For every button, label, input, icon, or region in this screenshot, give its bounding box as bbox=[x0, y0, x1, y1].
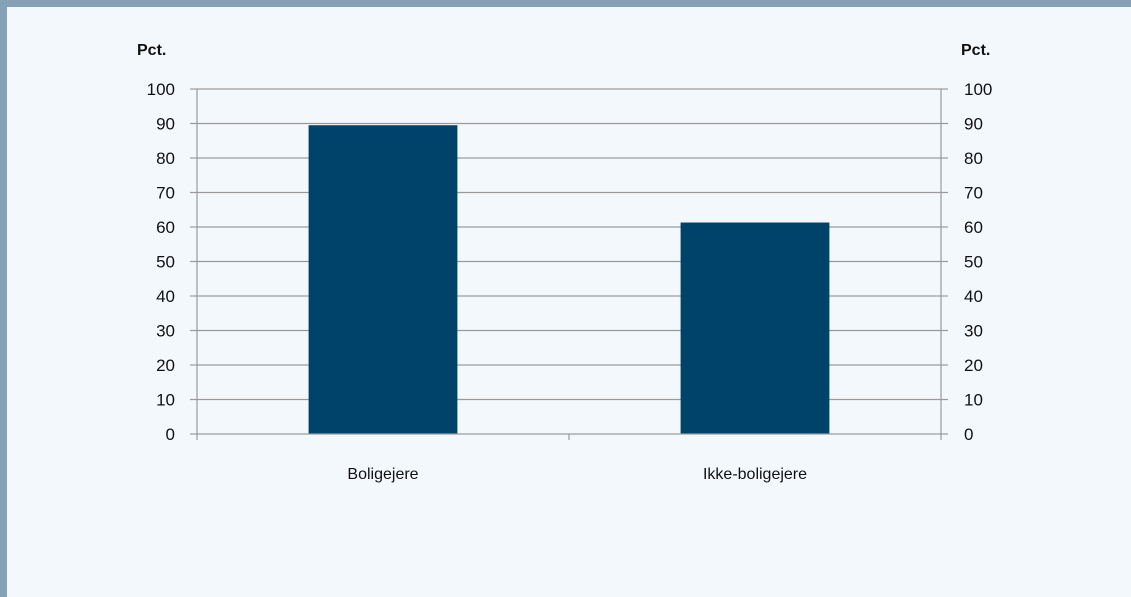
category-label: Ikke-boligejere bbox=[703, 466, 807, 483]
bar bbox=[308, 125, 458, 434]
bar bbox=[680, 222, 830, 434]
left-tick-label: 70 bbox=[156, 184, 175, 203]
left-tick-label: 90 bbox=[156, 115, 175, 134]
left-tick-label: 20 bbox=[156, 356, 175, 375]
left-tick-label: 40 bbox=[156, 287, 175, 306]
left-tick-label: 0 bbox=[166, 425, 175, 444]
bars bbox=[308, 125, 830, 434]
right-tick-label: 70 bbox=[964, 184, 983, 203]
right-tick-label: 10 bbox=[964, 391, 983, 410]
axes bbox=[190, 88, 948, 440]
right-axis-tick-labels: 0 10 20 30 40 50 60 70 80 90 100 bbox=[964, 80, 992, 444]
right-tick-label: 60 bbox=[964, 218, 983, 237]
left-tick-label: 10 bbox=[156, 391, 175, 410]
left-tick-label: 80 bbox=[156, 149, 175, 168]
category-labels: Boligejere Ikke-boligejere bbox=[347, 466, 807, 483]
right-tick-label: 80 bbox=[964, 149, 983, 168]
right-tick-label: 0 bbox=[964, 425, 973, 444]
category-label: Boligejere bbox=[347, 466, 418, 483]
right-axis-unit-label: Pct. bbox=[961, 42, 990, 59]
left-tick-label: 50 bbox=[156, 253, 175, 272]
left-axis-unit-label: Pct. bbox=[137, 42, 166, 59]
right-tick-label: 90 bbox=[964, 115, 983, 134]
right-tick-label: 30 bbox=[964, 322, 983, 341]
frame-top-bar bbox=[0, 0, 1131, 7]
right-tick-label: 50 bbox=[964, 253, 983, 272]
right-tick-label: 100 bbox=[964, 80, 992, 99]
left-axis-tick-labels: 0 10 20 30 40 50 60 70 80 90 100 bbox=[147, 80, 175, 444]
left-tick-label: 30 bbox=[156, 322, 175, 341]
left-tick-label: 100 bbox=[147, 80, 175, 99]
frame-left-bar bbox=[0, 0, 7, 597]
right-tick-label: 40 bbox=[964, 287, 983, 306]
right-tick-label: 20 bbox=[964, 356, 983, 375]
left-tick-label: 60 bbox=[156, 218, 175, 237]
